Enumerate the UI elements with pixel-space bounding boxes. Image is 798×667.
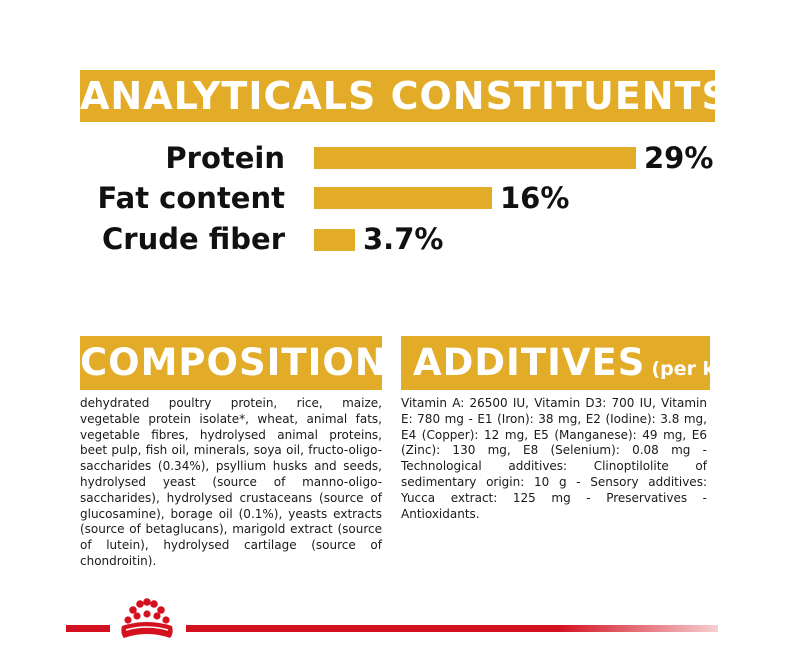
crude-fiber-bar <box>314 229 355 251</box>
brand-line-left <box>66 625 110 632</box>
additives-title: ADDITIVES <box>413 341 646 384</box>
additives-subtitle: (per kg) <box>651 358 710 380</box>
royal-canin-crown-icon <box>121 598 173 638</box>
brand-line-right <box>186 625 718 632</box>
composition-text: dehydrated poultry protein, rice, maize,… <box>80 396 382 568</box>
composition-title: COMPOSITION <box>80 336 382 390</box>
analyticals-title: ANALYTICALS CONSTITUENTS <box>80 70 715 122</box>
crude-fiber-label: Crude fiber <box>102 222 285 256</box>
fat-content-bar <box>314 187 492 209</box>
additives-text: Vitamin A: 26500 IU, Vitamin D3: 700 IU,… <box>401 396 707 521</box>
protein-label: Protein <box>165 141 285 175</box>
fat-content-value: 16% <box>500 181 570 215</box>
additives-header: ADDITIVES(per kg) <box>401 336 710 390</box>
protein-value: 29% <box>644 141 714 175</box>
crude-fiber-value: 3.7% <box>363 222 444 256</box>
protein-bar <box>314 147 636 169</box>
fat-content-label: Fat content <box>97 181 285 215</box>
